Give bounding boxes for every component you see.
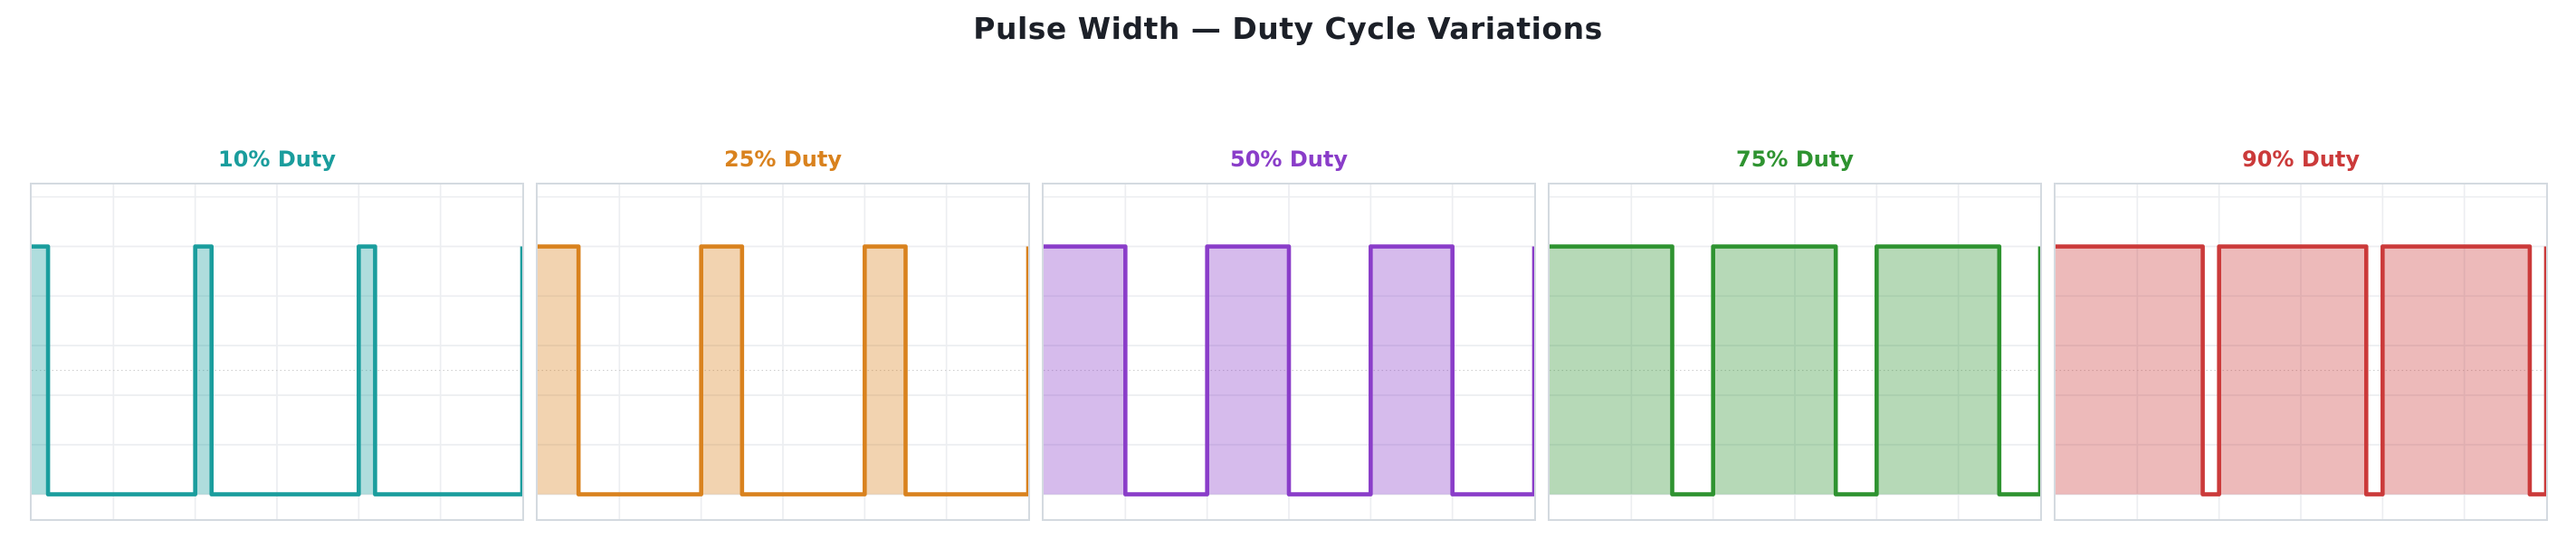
subplot-title: 90% Duty (2242, 147, 2360, 172)
plot-area (1548, 183, 2042, 521)
waveform-canvas (538, 184, 1028, 519)
waveform-line (2056, 244, 2546, 497)
subplot-90-duty: 90% Duty (2054, 147, 2548, 521)
plot-area (1042, 183, 1536, 521)
waveform-line (1044, 244, 1534, 497)
waveform-canvas (2056, 184, 2546, 519)
subplot-title: 10% Duty (218, 147, 336, 172)
waveform-fill (1550, 246, 2040, 495)
waveform-canvas (1550, 184, 2040, 519)
waveform-line (1550, 244, 2040, 497)
figure-title: Pulse Width — Duty Cycle Variations (973, 11, 1603, 46)
subplot-10-duty: 10% Duty (30, 147, 524, 521)
plot-area (30, 183, 524, 521)
plot-area (536, 183, 1030, 521)
subplot-title: 50% Duty (1230, 147, 1348, 172)
waveform-line (32, 244, 522, 497)
subplot-title: 25% Duty (724, 147, 842, 172)
plot-area (2054, 183, 2548, 521)
subplot-row: 10% Duty 25% Duty 50% Duty 75% Duty 90% Duty (30, 147, 2548, 521)
waveform-fill (2056, 246, 2546, 495)
subplot-50-duty: 50% Duty (1042, 147, 1536, 521)
subplot-75-duty: 75% Duty (1548, 147, 2042, 521)
waveform-canvas (1044, 184, 1534, 519)
waveform-canvas (32, 184, 522, 519)
subplot-title: 75% Duty (1736, 147, 1854, 172)
waveform-line (538, 244, 1028, 497)
subplot-25-duty: 25% Duty (536, 147, 1030, 521)
